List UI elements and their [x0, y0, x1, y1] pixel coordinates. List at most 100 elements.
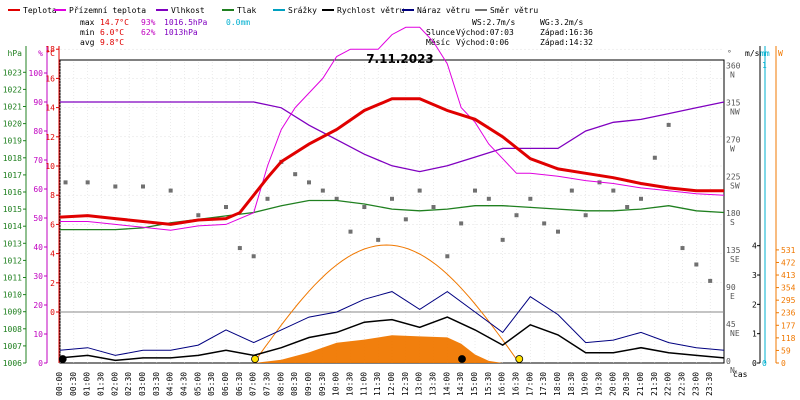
axis-ticklabel-rain: 0 — [762, 359, 767, 368]
stat-label-0: max — [80, 18, 95, 27]
x-ticklabel: 15:00 — [470, 372, 479, 396]
legend-label-0: Teplota — [23, 6, 57, 15]
axis-ticklabel-pct: 0 — [38, 359, 43, 368]
axis-ticklabel-wind: 2 — [752, 300, 757, 309]
moon-label: Měsíc — [426, 38, 450, 47]
axis-ticklabel-wind: 1 — [752, 330, 757, 339]
wind-dir-point — [237, 246, 242, 251]
x-ticklabel: 13:30 — [429, 372, 438, 396]
stat-temp-2: 9.8°C — [100, 38, 124, 47]
x-ticklabel: 21:30 — [650, 372, 659, 396]
wind-dir-point — [583, 213, 588, 218]
axis-ticklabel-solar: 413 — [781, 271, 796, 280]
axis-ticklabel-hpa: 1020 — [3, 120, 22, 129]
wind-dir-point — [680, 246, 685, 251]
sun-set: Západ:16:36 — [540, 28, 593, 37]
x-ticklabel: 05:00 — [193, 372, 202, 396]
sun-arc — [253, 244, 520, 364]
wind-wg: WG:3.2m/s — [540, 18, 584, 27]
axis-ticklabel-dirname: N — [730, 70, 735, 79]
x-ticklabel: 18:30 — [567, 372, 576, 396]
plot-area — [58, 26, 725, 364]
x-ticklabel: 00:00 — [55, 372, 64, 396]
series-pressure — [60, 199, 725, 231]
x-ticklabel: 00:30 — [69, 372, 78, 396]
x-ticklabel: 09:00 — [304, 372, 313, 396]
axis-ticklabel-dir: 225 — [726, 172, 741, 181]
axis-ticklabel-dir: 135 — [726, 246, 741, 255]
axis-ticklabel-solar: 354 — [781, 284, 796, 293]
wind-dir-point — [362, 205, 367, 210]
wind-dir-point — [625, 205, 630, 210]
x-ticklabel: 11:30 — [373, 372, 382, 396]
right-axes: °0N45NE90E135SE180S225SW270W315NW360Nm/s… — [726, 46, 796, 375]
axis-ticklabel-wind: 3 — [752, 271, 757, 280]
axis-ticklabel-dirname: NE — [730, 329, 740, 338]
moonrise-marker — [58, 355, 67, 363]
axis-ticklabel-temp: 8 — [50, 191, 55, 200]
x-ticklabel: 23:00 — [691, 372, 700, 396]
axis-ticklabel-dirname: SW — [730, 181, 740, 190]
wind-dir-point — [403, 217, 408, 222]
x-ticklabel: 11:00 — [359, 372, 368, 396]
wind-dir-point — [334, 196, 339, 201]
wind-dir-point — [141, 184, 145, 189]
axis-ticklabel-temp: 6 — [50, 220, 55, 229]
x-ticklabel: 20:00 — [608, 372, 617, 396]
axis-ticklabel-dir: 180 — [726, 209, 741, 218]
x-ticklabel: 20:30 — [622, 372, 631, 396]
wind-dir-point — [431, 205, 436, 210]
wind-dir-point — [473, 188, 477, 193]
sun-rise: Východ:07:03 — [456, 28, 514, 37]
sunset-marker — [515, 355, 524, 363]
axis-ticklabel-temp: 4 — [50, 250, 55, 259]
axis-ticklabel-dirname: E — [730, 292, 735, 301]
axis-unit-solar: W — [778, 49, 783, 58]
moon-set: Západ:14:32 — [540, 38, 593, 47]
wind-dir-point — [251, 254, 256, 259]
stat-label-2: avg — [80, 38, 95, 47]
axis-ticklabel-hpa: 1019 — [3, 137, 22, 146]
x-ticklabel: 03:00 — [138, 372, 147, 396]
wind-dir-point — [514, 213, 519, 218]
x-ticklabel: 06:30 — [235, 372, 244, 396]
wind-dir-point — [445, 254, 450, 259]
axis-ticklabel-hpa: 1016 — [3, 188, 22, 197]
x-axis: 00:00 00:30 01:00 01:30 02:00 02:30 03:00 03:30… — [55, 369, 748, 396]
axis-ticklabel-hpa: 1011 — [3, 274, 22, 283]
x-ticklabel: 12:30 — [401, 372, 410, 396]
axis-ticklabel-temp: 2 — [50, 279, 55, 288]
axis-ticklabel-temp: 12 — [45, 133, 55, 142]
axis-ticklabel-dirname: W — [730, 144, 735, 153]
wind-dir-point — [265, 196, 270, 201]
axis-ticklabel-wind: 4 — [752, 242, 757, 251]
wind-dir-point — [307, 180, 311, 185]
wind-dir-point — [376, 237, 381, 242]
legend-label-2: Vlhkost — [171, 6, 205, 15]
sunrise-marker — [251, 355, 259, 363]
wind-dir-point — [666, 122, 671, 127]
axis-ticklabel-solar: 118 — [781, 334, 796, 343]
axis-ticklabel-hpa: 1009 — [3, 308, 22, 317]
axis-ticklabel-hpa: 1013 — [3, 239, 22, 248]
stat-press-1: 1013hPa — [164, 28, 198, 37]
axis-ticklabel-solar: 0 — [781, 359, 786, 368]
x-ticklabel: 05:30 — [207, 372, 216, 396]
legend-label-4: Srážky — [288, 6, 317, 15]
x-axis-label: čas — [733, 369, 748, 379]
axis-ticklabel-dirname: SE — [730, 255, 740, 264]
x-ticklabel: 23:30 — [705, 372, 714, 396]
axis-ticklabel-hpa: 1014 — [3, 222, 22, 231]
axis-ticklabel-dir: 270 — [726, 135, 741, 144]
axis-ticklabel-hpa: 1012 — [3, 256, 22, 265]
stat-hum-1: 62% — [141, 28, 156, 37]
wind-dir-point — [320, 188, 325, 193]
wind-dir-point — [459, 221, 464, 226]
x-ticklabel: 08:30 — [290, 372, 299, 396]
x-ticklabel: 13:00 — [415, 372, 424, 396]
x-ticklabel: 22:00 — [664, 372, 673, 396]
wind-dir-point — [85, 180, 90, 185]
axis-unit-temp: °C — [45, 49, 55, 58]
axis-ticklabel-rain: 1 — [762, 61, 767, 70]
series-humidity — [60, 101, 725, 173]
